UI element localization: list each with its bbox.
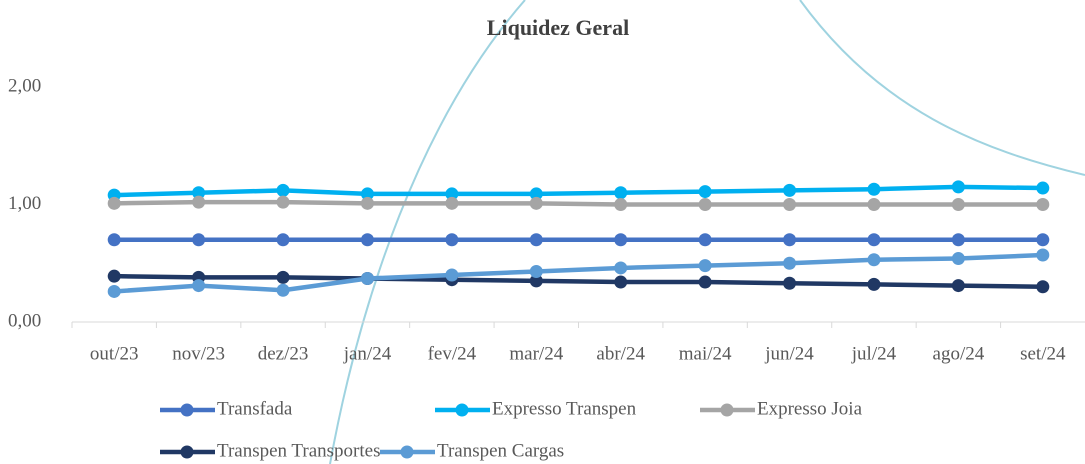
data-point [529, 233, 543, 247]
data-point [445, 187, 459, 201]
data-point [192, 233, 206, 247]
data-point [867, 253, 881, 267]
y-tick-label: 2,00 [8, 75, 41, 96]
legend-marker [400, 445, 414, 459]
data-point [867, 233, 881, 247]
data-point [698, 275, 712, 289]
series-line [114, 199, 1043, 207]
x-tick-label: jul/24 [851, 343, 897, 364]
data-point [1036, 233, 1050, 247]
x-tick-label: out/23 [90, 343, 139, 364]
decorative-curve [329, 0, 1085, 464]
data-point [107, 284, 121, 298]
data-point [529, 196, 543, 210]
legend-label: Transpen Transportes [217, 440, 380, 461]
data-point [698, 259, 712, 273]
data-point [360, 187, 374, 201]
legend-label: Expresso Transpen [492, 398, 637, 419]
x-tick-label: mar/24 [509, 343, 563, 364]
data-point [360, 272, 374, 286]
legend-marker [180, 445, 194, 459]
data-point [1036, 248, 1050, 262]
x-tick-label: jun/24 [764, 343, 814, 364]
x-tick-label: mai/24 [679, 343, 732, 364]
legend-marker [455, 403, 469, 417]
chart-title: Liquidez Geral [487, 15, 629, 40]
series-line [114, 273, 1043, 289]
data-point [783, 256, 797, 270]
series-line [114, 184, 1043, 198]
data-point [783, 183, 797, 197]
data-point [192, 195, 206, 209]
x-tick-label: dez/23 [258, 343, 309, 364]
data-point [867, 198, 881, 211]
y-tick-label: 0,00 [8, 310, 41, 331]
data-point [360, 233, 374, 247]
data-point [951, 180, 965, 194]
data-point [445, 196, 459, 210]
data-point [107, 233, 121, 247]
data-point [614, 198, 628, 211]
data-point [529, 187, 543, 201]
data-point [698, 198, 712, 211]
x-tick-label: ago/24 [933, 343, 985, 364]
data-point [445, 268, 459, 282]
data-point [698, 185, 712, 199]
data-point [360, 196, 374, 210]
data-point [276, 283, 290, 297]
data-point [192, 186, 206, 200]
data-point [276, 183, 290, 197]
data-point [529, 274, 543, 288]
data-point [614, 275, 628, 289]
x-tick-label: set/24 [1020, 343, 1066, 364]
data-point [867, 277, 881, 291]
x-tick-label: jan/24 [343, 343, 392, 364]
data-point [1036, 198, 1050, 211]
legend-label: Transfada [217, 398, 293, 419]
data-point [107, 269, 121, 283]
data-point [614, 233, 628, 247]
data-point [783, 198, 797, 211]
data-point [698, 233, 712, 247]
series-line [114, 252, 1043, 294]
data-point [1036, 181, 1050, 195]
data-point [192, 279, 206, 293]
data-point [951, 198, 965, 211]
x-tick-label: nov/23 [172, 343, 225, 364]
legend-marker [720, 403, 734, 417]
data-point [1036, 280, 1050, 294]
legend-label: Expresso Joia [757, 398, 863, 419]
x-tick-label: fev/24 [428, 343, 477, 364]
data-point [951, 233, 965, 247]
data-point [276, 195, 290, 209]
legend-marker [180, 403, 194, 417]
data-point [276, 233, 290, 247]
data-point [783, 233, 797, 247]
legend-label: Transpen Cargas [437, 440, 564, 461]
data-point [107, 196, 121, 210]
data-point [951, 279, 965, 293]
data-point [529, 264, 543, 278]
data-point [614, 186, 628, 200]
data-point [276, 270, 290, 284]
y-tick-label: 1,00 [8, 193, 41, 214]
data-point [614, 261, 628, 275]
data-point [867, 182, 881, 196]
x-tick-label: abr/24 [596, 343, 645, 364]
data-point [445, 233, 459, 247]
data-point [783, 276, 797, 290]
data-point [951, 252, 965, 266]
